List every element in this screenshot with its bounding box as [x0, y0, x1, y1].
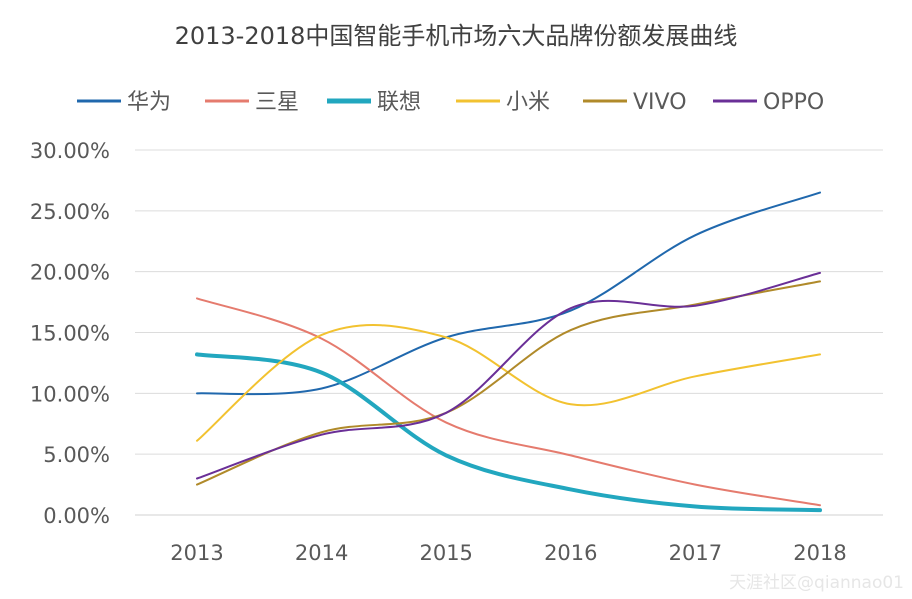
y-tick-label: 20.00% [30, 261, 110, 285]
legend-label: 华为 [127, 90, 171, 115]
series-line-三星 [196, 297, 821, 507]
legend-label: 小米 [506, 90, 550, 115]
legend-label: 三星 [255, 90, 299, 115]
x-tick-label: 2013 [170, 541, 223, 565]
watermark: 天涯社区@qiannao01 [729, 573, 904, 593]
y-tick-label: 5.00% [43, 443, 110, 467]
x-tick-label: 2018 [793, 541, 846, 565]
x-axis: 2013 2014 2015 2016 2017 2018 [170, 541, 846, 565]
x-tick-label: 2015 [419, 541, 472, 565]
legend: 华为 三星 联想 小米 VIVO OPPO [77, 90, 824, 115]
series-line-联想 [195, 352, 822, 513]
chart-title: 2013-2018中国智能手机市场六大品牌份额发展曲线 [175, 22, 738, 50]
y-tick-label: 15.00% [30, 322, 110, 346]
y-tick-label: 0.00% [43, 504, 110, 528]
x-tick-label: 2017 [669, 541, 722, 565]
y-axis: 0.00% 5.00% 10.00% 15.00% 20.00% 25.00% 30.00% [30, 139, 110, 528]
y-tick-label: 30.00% [30, 139, 110, 163]
x-tick-label: 2014 [295, 541, 348, 565]
y-tick-label: 10.00% [30, 382, 110, 406]
series-line-VIVO [196, 280, 821, 486]
y-tick-label: 25.00% [30, 200, 110, 224]
legend-label: 联想 [377, 90, 421, 115]
series-line-小米 [196, 324, 821, 442]
series-line-OPPO [196, 271, 821, 480]
legend-label: VIVO [633, 90, 687, 115]
x-tick-label: 2016 [544, 541, 597, 565]
series-lines [195, 191, 822, 513]
series-line-华为 [196, 191, 821, 396]
legend-label: OPPO [763, 90, 824, 115]
